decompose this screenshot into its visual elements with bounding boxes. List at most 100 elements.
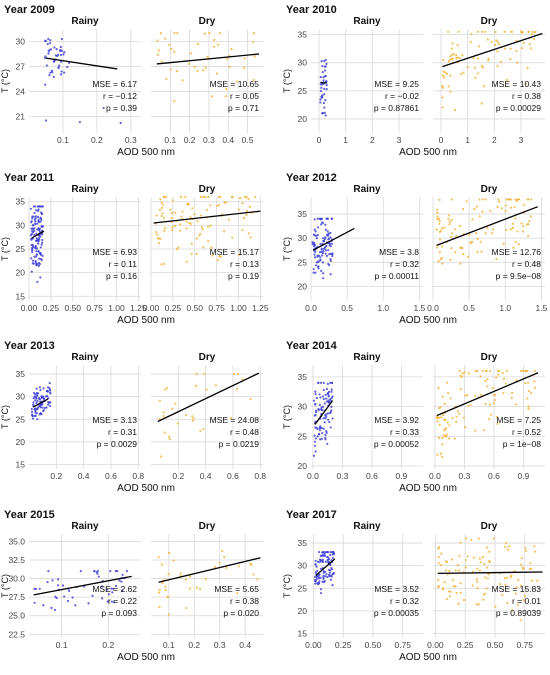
stat-label: r = −0.12 <box>103 91 137 101</box>
regression-line <box>442 32 543 68</box>
data-point <box>476 250 479 253</box>
data-point <box>509 206 513 209</box>
y-tick-label: 35 <box>298 209 308 219</box>
data-point <box>440 245 444 248</box>
data-point <box>514 217 517 220</box>
data-point <box>320 408 323 411</box>
data-point <box>331 584 334 587</box>
data-point <box>38 386 42 389</box>
data-point <box>471 570 475 573</box>
panel-strip-label: Dry <box>199 184 216 195</box>
data-point <box>38 262 42 266</box>
data-point <box>324 393 327 397</box>
data-point <box>33 233 36 237</box>
data-point <box>325 430 328 433</box>
data-point <box>78 121 82 124</box>
data-point <box>517 242 520 246</box>
x-tick-label: 0.0 <box>307 471 319 481</box>
data-point <box>169 208 172 211</box>
data-point <box>238 253 241 256</box>
data-point <box>479 561 482 564</box>
data-point <box>243 66 246 70</box>
data-point <box>173 50 176 53</box>
data-point <box>36 215 40 218</box>
data-point <box>322 381 325 384</box>
data-point <box>327 238 330 241</box>
chart-title: Year 2013 <box>4 340 55 352</box>
data-point <box>441 86 445 89</box>
data-point <box>527 198 530 201</box>
data-point <box>443 226 446 229</box>
data-point <box>61 584 65 587</box>
data-point <box>56 584 60 587</box>
data-point <box>31 417 35 420</box>
data-point <box>39 412 42 415</box>
data-point <box>222 230 226 233</box>
x-tick-label: 0.5 <box>463 303 475 313</box>
data-point <box>314 403 317 406</box>
data-point <box>208 32 211 35</box>
data-point <box>448 595 451 598</box>
data-point <box>486 566 489 569</box>
data-point <box>318 427 321 430</box>
data-point <box>328 571 331 574</box>
data-point <box>87 602 90 605</box>
data-point <box>322 550 325 554</box>
data-point <box>487 57 490 60</box>
data-point <box>318 561 321 564</box>
stat-label: MSE = 6.93 <box>92 247 137 257</box>
x-tick-label: 0.9 <box>395 471 407 481</box>
stat-label: r = 0.05 <box>230 91 259 101</box>
stat-label: p = 1e−08 <box>503 439 542 449</box>
data-point <box>324 65 327 68</box>
data-point <box>499 60 502 63</box>
x-axis-label: AOD 500 nm <box>117 315 175 326</box>
data-point <box>166 386 169 389</box>
stat-label: MSE = 3.52 <box>374 584 419 594</box>
panel-strip-label: Dry <box>481 521 498 532</box>
data-point <box>49 392 52 395</box>
data-point <box>467 372 470 375</box>
data-point <box>196 69 199 72</box>
data-point <box>477 603 480 606</box>
data-point <box>189 222 192 225</box>
x-tick-label: 2 <box>370 135 375 145</box>
panel-strip-label: Dry <box>199 521 216 532</box>
data-point <box>322 239 325 243</box>
data-point <box>160 214 163 218</box>
stat-label: r = 0.48 <box>230 427 259 437</box>
data-point <box>193 65 196 69</box>
data-point <box>47 401 51 404</box>
data-point <box>324 58 327 62</box>
data-point <box>448 437 451 440</box>
data-point <box>450 247 453 250</box>
chart-5: Year 2013 T (°C) 15 20 25 30 35 Rainy 0.2 0.4 0.6 0… <box>0 340 266 494</box>
y-tick-label: 30.0 <box>8 574 25 584</box>
data-point <box>324 417 327 420</box>
data-point <box>327 556 330 559</box>
data-point <box>236 372 240 376</box>
data-point <box>157 556 160 559</box>
data-point <box>36 408 39 411</box>
data-point <box>33 218 36 221</box>
data-point <box>212 38 216 42</box>
data-point <box>515 49 518 53</box>
y-tick-label: 20 <box>16 437 26 447</box>
data-point <box>459 246 462 249</box>
data-point <box>476 30 480 33</box>
data-point <box>167 573 170 576</box>
data-point <box>330 381 334 384</box>
data-point <box>59 45 62 49</box>
data-point <box>249 397 252 401</box>
stat-label: r = 0.11 <box>109 259 138 269</box>
data-point <box>181 210 184 213</box>
data-point <box>481 66 485 69</box>
data-point <box>325 62 328 65</box>
regression-line <box>153 210 261 224</box>
data-point <box>42 387 45 390</box>
data-point <box>512 246 515 250</box>
data-point <box>464 566 467 569</box>
panel-strip-label: Rainy <box>353 16 381 27</box>
data-point <box>40 396 44 399</box>
data-point <box>496 205 499 209</box>
